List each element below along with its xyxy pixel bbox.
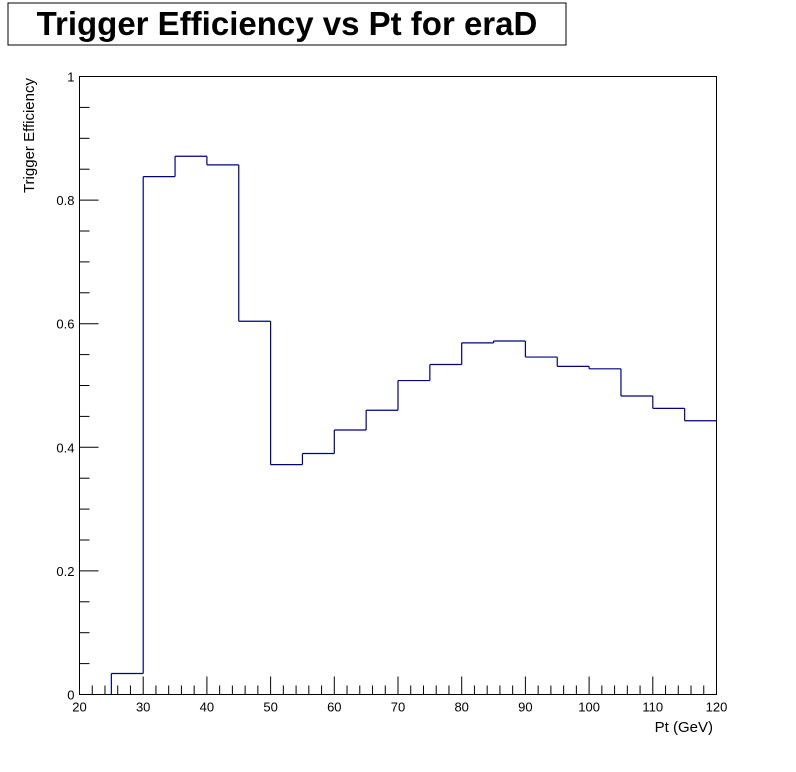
y-tick-label: 1 (67, 70, 74, 85)
x-axis-label: Pt (GeV) (655, 719, 713, 736)
x-tick-label: 40 (200, 700, 214, 715)
title-box (7, 2, 567, 46)
y-tick-label: 0 (67, 688, 74, 703)
x-axis-ticks (79, 676, 717, 695)
x-tick-label: 30 (136, 700, 150, 715)
y-axis-ticks (79, 76, 99, 695)
x-tick-label: 50 (263, 700, 277, 715)
histogram-series (110, 155, 717, 695)
x-tick-label: 20 (72, 700, 86, 715)
x-tick-label: 110 (642, 700, 663, 715)
y-tick-label: 0.8 (56, 193, 74, 208)
x-tick-label: 60 (327, 700, 341, 715)
y-axis-tick-labels: 0 0.2 0.4 0.6 0.8 1 (56, 70, 74, 703)
chart-title: Trigger Efficiency vs Pt for eraD (37, 5, 538, 42)
x-axis-tick-labels: 20 30 40 50 60 70 80 90 100 110 120 (72, 700, 727, 715)
y-tick-label: 0.4 (56, 440, 74, 455)
x-tick-label: 100 (578, 700, 600, 715)
x-tick-label: 80 (454, 700, 468, 715)
x-tick-label: 90 (518, 700, 532, 715)
y-tick-label: 0.2 (56, 564, 74, 579)
x-tick-label: 120 (706, 700, 728, 715)
y-axis-label: Trigger Efficiency (21, 78, 38, 194)
y-tick-label: 0.6 (56, 317, 74, 332)
x-tick-label: 70 (391, 700, 405, 715)
